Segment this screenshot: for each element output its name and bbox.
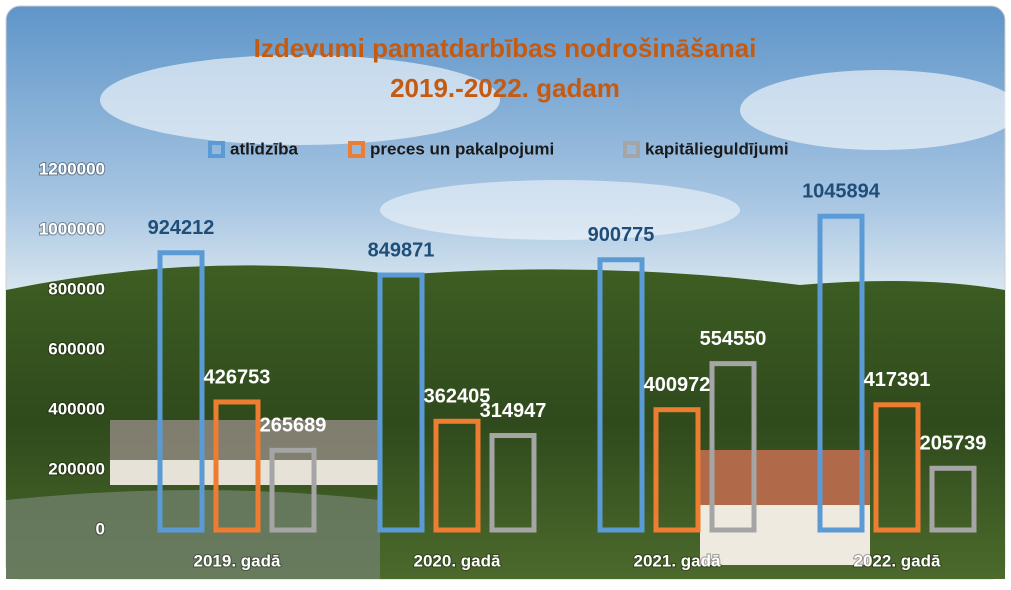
value-label: 205739 (920, 433, 987, 455)
value-label: 849871 (368, 239, 435, 261)
value-label: 314947 (480, 400, 547, 422)
value-label: 1045894 (802, 181, 881, 203)
bar (653, 407, 701, 533)
value-label: 554550 (700, 328, 767, 350)
y-tick-label: 1000000 (39, 219, 105, 238)
chart-title: Izdevumi pamatdarbības nodrošināšanai (254, 33, 757, 63)
x-tick-label: 2021. gadā (634, 551, 721, 570)
legend-swatch (348, 141, 365, 158)
y-tick-label: 0 (96, 519, 105, 538)
value-label: 362405 (424, 386, 491, 408)
value-label: 400972 (644, 374, 711, 396)
bar (157, 250, 205, 533)
bar (873, 402, 921, 533)
bar (433, 418, 481, 533)
legend-label: atlīdzība (230, 139, 299, 158)
x-tick-label: 2020. gadā (414, 551, 501, 570)
bar (377, 272, 425, 533)
bar (817, 213, 865, 533)
y-tick-label: 800000 (48, 279, 105, 298)
bar (709, 361, 757, 533)
bar (269, 447, 317, 533)
y-tick-label: 600000 (48, 339, 105, 358)
value-label: 426753 (204, 366, 271, 388)
value-label: 417391 (864, 369, 931, 391)
bar (213, 399, 261, 533)
bar (929, 465, 977, 533)
y-tick-label: 400000 (48, 399, 105, 418)
legend-label: preces un pakalpojumi (370, 139, 554, 158)
x-tick-label: 2019. gadā (194, 551, 281, 570)
x-tick-label: 2022. gadā (854, 551, 941, 570)
legend-label: kapitālieguldījumi (645, 139, 789, 158)
bar (597, 257, 645, 533)
y-tick-label: 200000 (48, 459, 105, 478)
bar (489, 433, 537, 533)
value-label: 900775 (588, 224, 655, 246)
legend-swatch (623, 141, 640, 158)
value-label: 265689 (260, 415, 327, 437)
value-label: 924212 (148, 217, 215, 239)
chart-title: 2019.-2022. gadam (390, 73, 620, 103)
y-tick-label: 1200000 (39, 159, 105, 178)
legend-swatch (208, 141, 225, 158)
